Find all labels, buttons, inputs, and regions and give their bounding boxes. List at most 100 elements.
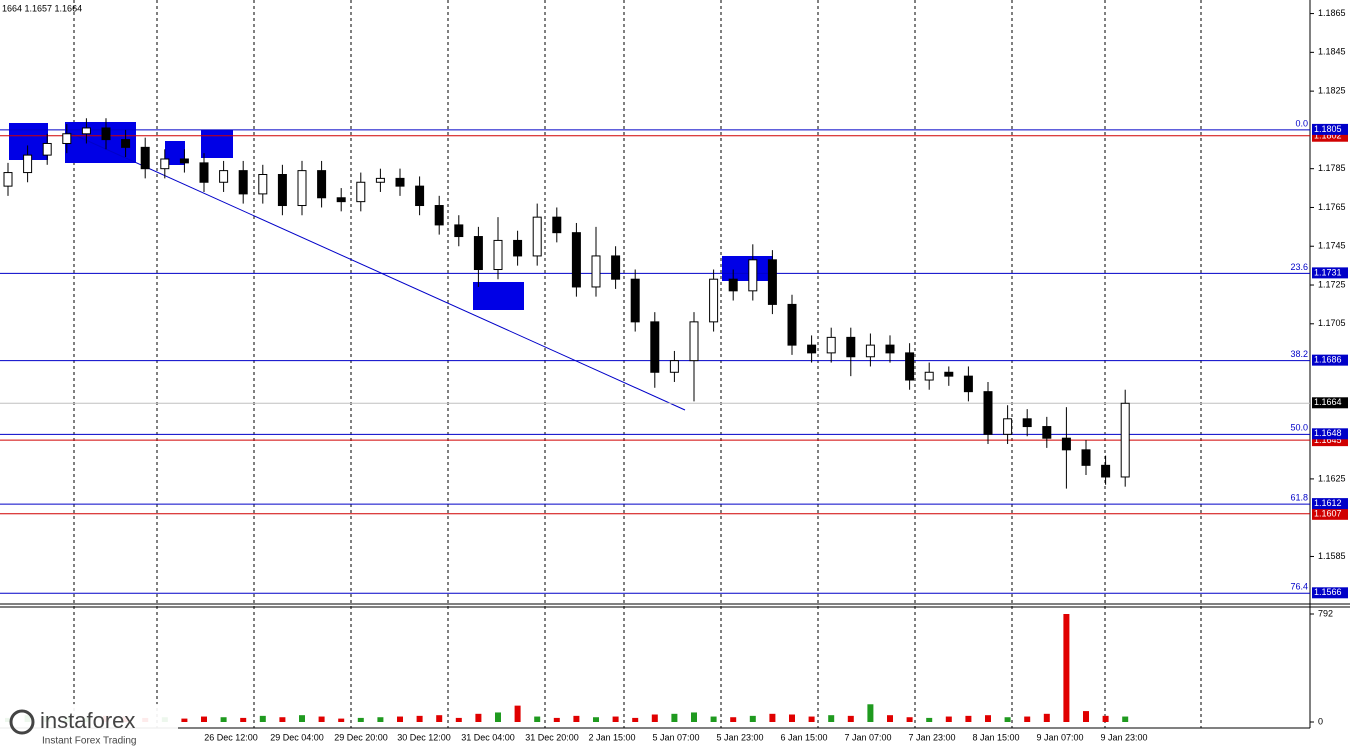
candle-body	[767, 259, 777, 305]
fib-label: 61.8	[1290, 492, 1308, 502]
logo-tagline: Instant Forex Trading	[42, 736, 137, 747]
candle-body	[199, 162, 209, 183]
candle-body	[1120, 402, 1130, 478]
candle-body	[434, 205, 444, 226]
x-tick-label: 29 Dec 04:00	[270, 732, 324, 742]
header: 1664 1.1657 1.1664	[2, 3, 82, 13]
volume-bar	[906, 717, 913, 722]
x-tick-label: 2 Jan 15:00	[588, 732, 635, 742]
x-tick-label: 5 Jan 07:00	[652, 732, 699, 742]
candle-body	[1003, 418, 1013, 435]
candle-body	[846, 336, 856, 358]
volume-bar	[1102, 715, 1109, 722]
candle-body	[317, 170, 327, 199]
y-tick-label: 1.1845	[1318, 47, 1346, 57]
candle-body	[473, 236, 483, 271]
volume-bar	[514, 705, 521, 722]
x-tick-label: 31 Dec 04:00	[461, 732, 515, 742]
candle-body	[81, 127, 91, 135]
volume-bar	[926, 717, 933, 722]
price-box	[1312, 267, 1348, 279]
volume-bar	[612, 716, 619, 722]
y-tick-label: 1.1865	[1318, 8, 1346, 18]
candle-body	[1061, 437, 1071, 451]
candle-body	[924, 371, 934, 381]
volume-bar	[671, 713, 678, 722]
volume-bar	[632, 717, 639, 722]
red-level-label: 1.1802	[1314, 131, 1342, 141]
price-box	[1312, 354, 1348, 366]
fib-price-label: 1.1686	[1314, 355, 1342, 365]
fib-price-label: 1.1731	[1314, 267, 1342, 277]
fib-price-label: 1.1805	[1314, 124, 1342, 134]
volume-bar	[220, 717, 227, 722]
candle-body	[650, 321, 660, 373]
candle-body	[885, 344, 895, 354]
candle-body	[748, 259, 758, 292]
volume-bar	[769, 713, 776, 722]
candle-body	[101, 127, 111, 141]
volume-bar	[1063, 614, 1070, 722]
candle-body	[963, 375, 973, 393]
volume-bar	[730, 717, 737, 722]
red-level-label: 1.1607	[1314, 509, 1342, 519]
x-tick-label: 7 Jan 23:00	[908, 732, 955, 742]
x-tick-label: 26 Dec 12:00	[204, 732, 258, 742]
volume-bar	[299, 715, 305, 722]
fib-label: 50.0	[1290, 423, 1308, 433]
fib-price-label: 1.1566	[1314, 587, 1342, 597]
volume-bar	[1004, 717, 1011, 722]
volume-bar	[1043, 713, 1050, 722]
candle-body	[258, 174, 268, 195]
x-tick-label: 7 Jan 07:00	[844, 732, 891, 742]
candle-body	[277, 174, 287, 207]
candle-body	[1022, 418, 1032, 428]
candle-body	[1081, 449, 1091, 466]
candle-body	[219, 170, 229, 183]
candle-body	[983, 391, 993, 435]
candle-body	[356, 181, 366, 203]
price-box	[1312, 123, 1348, 135]
volume-bar	[416, 715, 423, 722]
fib-label: 23.6	[1290, 262, 1308, 272]
candle-body	[238, 170, 248, 195]
volume-bar	[279, 717, 286, 722]
volume-bar	[573, 715, 580, 722]
x-tick-label: 6 Jan 15:00	[780, 732, 827, 742]
x-tick-label: 8 Jan 15:00	[972, 732, 1019, 742]
candle-body	[62, 133, 72, 144]
y-tick-label: 1.1765	[1318, 202, 1346, 212]
candle-body	[375, 177, 385, 183]
candle-body	[513, 239, 523, 257]
candle-body	[23, 154, 33, 174]
trend-line	[67, 131, 686, 411]
volume-bar	[201, 716, 207, 722]
volume-bar	[945, 716, 952, 722]
y-tick-label: 0	[1318, 716, 1323, 726]
volume-bar	[847, 715, 854, 722]
candle-body	[140, 146, 150, 170]
y-tick-label: 1.1785	[1318, 163, 1346, 173]
candle-body	[865, 344, 875, 358]
price-box	[1312, 397, 1348, 409]
candle-body	[728, 278, 738, 292]
candle-body	[807, 344, 817, 354]
candle-body	[121, 139, 131, 148]
candle-body	[532, 216, 542, 257]
x-tick-label: 9 Jan 07:00	[1036, 732, 1083, 742]
candle-body	[395, 177, 405, 187]
fib-label: 0.0	[1295, 118, 1308, 128]
volume-bar	[240, 717, 247, 722]
y-tick-label: 1.1705	[1318, 318, 1346, 328]
candle-body	[336, 197, 346, 203]
volume-bar	[1122, 716, 1129, 722]
price-box	[1312, 498, 1348, 510]
candle-body	[3, 172, 13, 187]
candle-body	[1042, 426, 1052, 439]
fib-label: 76.4	[1290, 582, 1308, 592]
fib-label: 38.2	[1290, 349, 1308, 359]
logo: instaforex Instant Forex Trading	[0, 704, 178, 750]
price-box	[1312, 428, 1348, 440]
volume-bar	[691, 712, 697, 722]
